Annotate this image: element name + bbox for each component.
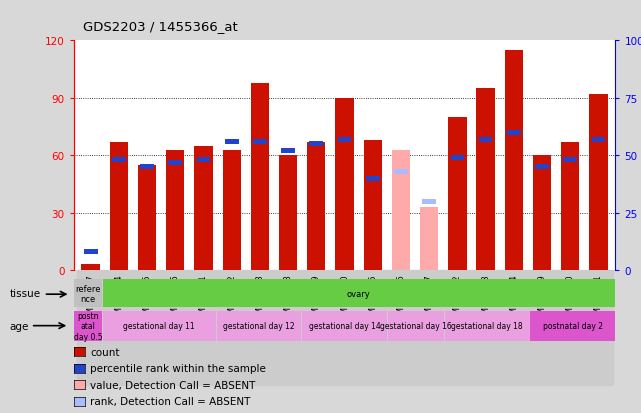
Bar [302, 271, 330, 385]
Bar [533, 156, 551, 271]
Bar [448, 118, 467, 271]
Bar [359, 271, 387, 385]
Bar [274, 271, 302, 385]
Bar [140, 165, 154, 170]
Bar [563, 158, 577, 163]
Bar [504, 51, 523, 271]
Bar [110, 142, 128, 271]
Bar [253, 140, 267, 145]
Bar [472, 271, 500, 385]
Bar [281, 149, 295, 154]
Bar [589, 95, 608, 271]
Bar [387, 271, 415, 385]
Bar [138, 166, 156, 271]
Bar [420, 207, 438, 271]
Bar [476, 89, 495, 271]
Bar [104, 271, 133, 385]
Bar [335, 99, 354, 271]
Text: gestational day 11: gestational day 11 [124, 321, 195, 330]
Bar [217, 311, 301, 341]
Bar [415, 271, 444, 385]
Bar [251, 83, 269, 271]
Bar [366, 176, 379, 181]
Bar [444, 271, 472, 385]
Text: value, Detection Call = ABSENT: value, Detection Call = ABSENT [90, 380, 256, 390]
Text: count: count [90, 347, 120, 357]
Bar [330, 271, 359, 385]
Bar [530, 311, 615, 341]
Bar [507, 131, 520, 135]
Bar [81, 265, 100, 271]
Bar [302, 311, 387, 341]
Bar [363, 141, 382, 271]
Bar [222, 150, 241, 271]
Bar [338, 138, 351, 142]
Bar [194, 146, 213, 271]
Bar [445, 311, 529, 341]
Text: gestational day 18: gestational day 18 [451, 321, 523, 330]
Bar [197, 158, 210, 163]
Bar [479, 138, 492, 142]
Bar [535, 165, 549, 170]
Bar [585, 271, 613, 385]
Bar [392, 150, 410, 271]
Bar [103, 311, 216, 341]
Bar [246, 271, 274, 385]
Bar [556, 271, 585, 385]
Bar [310, 142, 323, 147]
Bar [451, 156, 464, 161]
Bar [189, 271, 217, 385]
Bar [528, 271, 556, 385]
Bar [76, 271, 104, 385]
Text: ovary: ovary [347, 289, 370, 298]
Bar [422, 199, 436, 204]
Bar [74, 311, 102, 341]
Text: refere
nce: refere nce [75, 284, 101, 303]
Bar [561, 142, 579, 271]
Bar [592, 138, 605, 142]
Text: percentile rank within the sample: percentile rank within the sample [90, 363, 266, 373]
Text: GDS2203 / 1455366_at: GDS2203 / 1455366_at [83, 20, 238, 33]
Bar [394, 170, 408, 174]
Text: postn
atal
day 0.5: postn atal day 0.5 [74, 311, 103, 341]
Bar [133, 271, 161, 385]
Bar [307, 142, 326, 271]
Text: age: age [10, 321, 29, 331]
Bar [74, 280, 102, 308]
Bar [112, 158, 126, 163]
Text: tissue: tissue [10, 289, 41, 299]
Bar [166, 150, 185, 271]
Bar [279, 156, 297, 271]
Text: gestational day 16: gestational day 16 [380, 321, 452, 330]
Bar [84, 250, 97, 254]
Text: postnatal day 2: postnatal day 2 [542, 321, 603, 330]
Text: gestational day 12: gestational day 12 [223, 321, 295, 330]
Bar [169, 160, 182, 165]
Text: rank, Detection Call = ABSENT: rank, Detection Call = ABSENT [90, 396, 251, 406]
Bar [500, 271, 528, 385]
Text: gestational day 14: gestational day 14 [309, 321, 380, 330]
Bar [388, 311, 444, 341]
Bar [225, 140, 238, 145]
Bar [217, 271, 246, 385]
Bar [161, 271, 189, 385]
